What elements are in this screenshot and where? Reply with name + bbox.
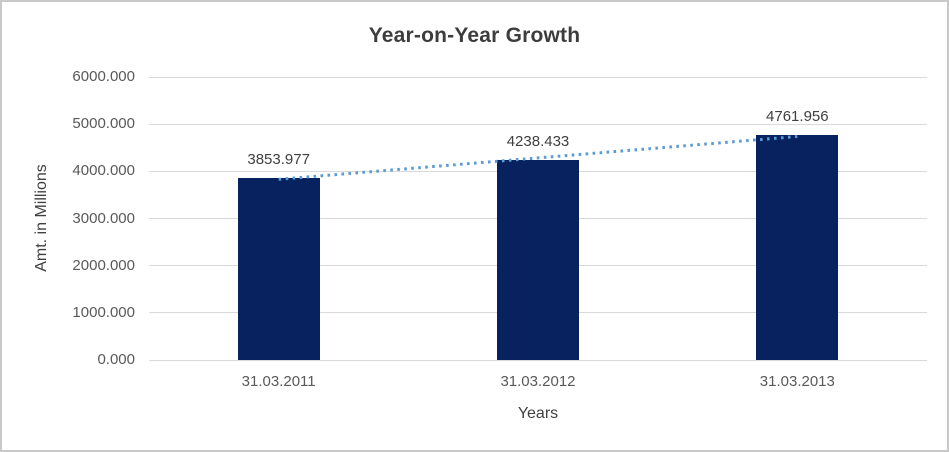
x-tick-label: 31.03.2013 — [759, 373, 835, 390]
bar — [237, 178, 320, 360]
x-tick-label: 31.03.2011 — [241, 373, 316, 390]
bar — [497, 160, 579, 360]
x-axis-title: Years — [517, 405, 559, 422]
y-tick-label: 5000.000 — [72, 115, 135, 133]
x-tick-label: 31.03.2012 — [500, 373, 576, 390]
gridline — [149, 76, 927, 78]
bar-value-label: 4238.433 — [506, 133, 570, 151]
trendline-layer — [278, 134, 798, 181]
chart-title: Year-on-Year Growth — [368, 24, 581, 47]
bar-value-label: 3853.977 — [247, 151, 310, 169]
y-tick-label: 6000.000 — [72, 68, 135, 85]
gridline — [149, 359, 927, 361]
y-tick-label: 2000.000 — [72, 256, 135, 274]
y-tick-label: 1000.000 — [72, 303, 135, 321]
y-tick-label: 0.000 — [97, 351, 135, 368]
gridline — [149, 123, 927, 125]
plot-area: 3853.977 4238.433 4761.956 — [149, 76, 927, 361]
bar — [756, 135, 839, 360]
y-tick-label: 4000.000 — [72, 162, 135, 180]
trendline — [278, 134, 798, 181]
bar-value-label: 4761.956 — [766, 108, 829, 126]
y-tick-label: 3000.000 — [72, 209, 135, 227]
